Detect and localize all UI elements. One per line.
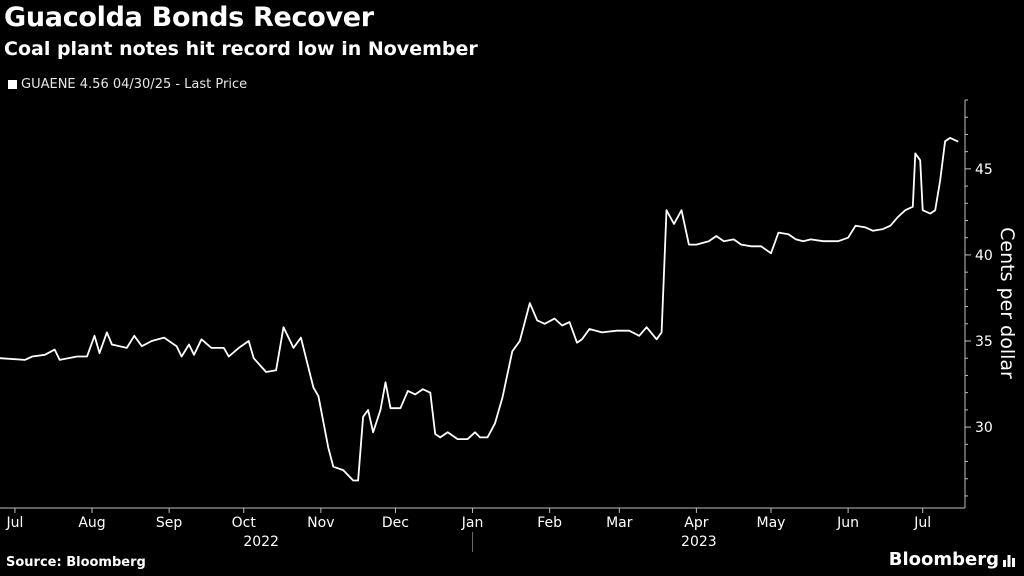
price-series-line bbox=[0, 137, 959, 482]
x-tick-label: Sep bbox=[156, 515, 183, 531]
x-tick-label: Dec bbox=[382, 515, 409, 531]
x-tick-label: Nov bbox=[307, 515, 334, 531]
x-tick-label: Oct bbox=[232, 515, 257, 531]
x-tick-label: Mar bbox=[606, 515, 633, 531]
chart-title: Guacolda Bonds Recover bbox=[4, 2, 374, 33]
y-tick-label: 40 bbox=[975, 248, 993, 264]
bloomberg-logo: Bloomberg bbox=[889, 549, 1016, 570]
chart-series bbox=[0, 137, 959, 482]
y-tick-label: 45 bbox=[975, 162, 993, 178]
chart-axes bbox=[0, 99, 971, 552]
x-tick-label: Feb bbox=[537, 515, 562, 531]
x-tick-label: Jun bbox=[836, 515, 859, 531]
chart-subtitle: Coal plant notes hit record low in Novem… bbox=[4, 38, 478, 60]
legend-label: GUAENE 4.56 04/30/25 - Last Price bbox=[21, 77, 248, 92]
bloomberg-bars-icon bbox=[1003, 554, 1015, 567]
x-tick-label: Aug bbox=[78, 515, 105, 531]
x-tick-label: Apr bbox=[684, 515, 708, 531]
chart-labels: 30 35 40 45 Cents per dollar Jul Aug Sep Oct Nov D… bbox=[5, 162, 1018, 550]
x-tick-label: Jul bbox=[5, 515, 23, 531]
y-tick-label: 30 bbox=[975, 420, 993, 436]
year-label: 2023 bbox=[681, 534, 717, 550]
x-tick-label: Jul bbox=[913, 515, 931, 531]
x-tick-label: Jan bbox=[461, 515, 484, 531]
chart-legend: GUAENE 4.56 04/30/25 - Last Price bbox=[8, 77, 247, 92]
x-tick-label: May bbox=[757, 515, 786, 531]
y-tick-label: 35 bbox=[975, 334, 993, 350]
y-axis-title: Cents per dollar bbox=[996, 227, 1018, 379]
brand-name: Bloomberg bbox=[888, 549, 999, 570]
source-note: Source: Bloomberg bbox=[6, 555, 146, 570]
legend-swatch-icon bbox=[8, 80, 17, 89]
year-label: 2022 bbox=[243, 534, 279, 550]
